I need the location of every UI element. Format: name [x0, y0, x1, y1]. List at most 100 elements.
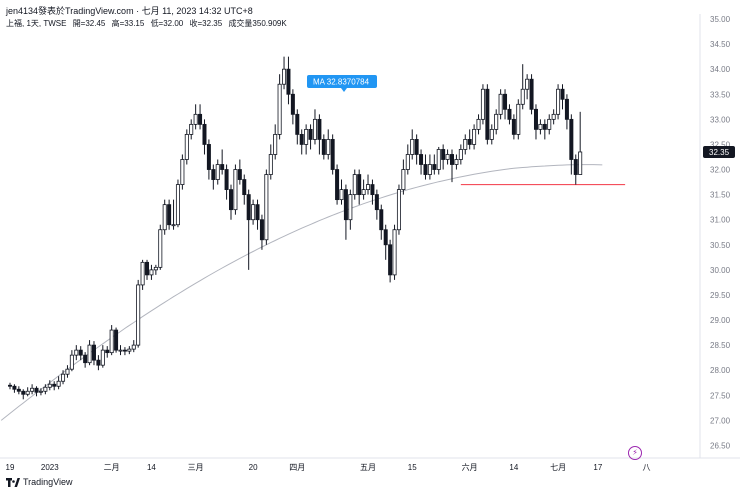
candle-body	[304, 128, 309, 145]
candle-body	[65, 368, 70, 375]
ma-tooltip-label: MA 32.8370784	[313, 78, 370, 87]
candle-body	[211, 169, 216, 180]
ma-tooltip-pointer	[341, 88, 347, 92]
price-tick-label: 35.00	[710, 15, 731, 24]
price-tick-label: 33.00	[710, 115, 731, 124]
candle-body	[551, 113, 556, 120]
time-tick-label: 14	[509, 463, 518, 472]
moving-average-line	[0, 164, 603, 421]
price-tick-label: 27.00	[710, 416, 731, 425]
candle-body	[560, 88, 565, 100]
candle-body	[569, 118, 574, 160]
ma-tooltip	[307, 75, 377, 88]
candle-body	[105, 349, 110, 354]
candle-body	[78, 349, 83, 356]
high-value: 高=33.15	[111, 19, 145, 28]
candle-body	[392, 229, 397, 276]
chart-caption: jen4134發表於TradingView.com · 七月 11, 2023 …	[6, 6, 253, 16]
candle-body	[180, 159, 185, 185]
candle-body	[167, 204, 172, 226]
price-tick-label: 28.00	[710, 366, 731, 375]
candle-body	[277, 83, 282, 135]
time-tick-label: 五月	[360, 463, 376, 472]
candle-body	[12, 385, 17, 390]
alert-icon[interactable]: ⚡	[628, 446, 642, 460]
candle-body	[317, 118, 322, 140]
candle-body	[388, 244, 393, 276]
candle-body	[162, 204, 167, 231]
price-tick-label: 31.00	[710, 216, 731, 225]
candle-body	[312, 118, 317, 140]
price-tick-label: 29.00	[710, 316, 731, 325]
candle-body	[61, 373, 66, 382]
open-value: 開=32.45	[72, 19, 106, 28]
time-tick-label: 二月	[104, 463, 120, 472]
candle-body	[489, 128, 494, 140]
candle-body	[467, 139, 472, 145]
time-tick-label: 2023	[41, 463, 59, 472]
time-tick-label: 八	[642, 463, 650, 472]
candle-body	[286, 68, 291, 95]
time-tick-label: 20	[249, 463, 258, 472]
price-tick-label: 31.50	[710, 191, 731, 200]
candle-body	[573, 159, 578, 175]
candle-body	[357, 174, 362, 196]
price-tick-label: 32.50	[710, 140, 731, 149]
candle-body	[299, 134, 304, 145]
candle-body	[352, 174, 357, 196]
candle-body	[472, 128, 477, 145]
candle-body	[52, 383, 57, 387]
candle-body	[38, 390, 43, 393]
candle-body	[206, 144, 211, 170]
candle-body	[405, 154, 410, 170]
tradingview-footer: TradingView	[6, 477, 73, 487]
candle-body	[171, 224, 176, 227]
candle-body	[282, 68, 287, 85]
candle-body	[401, 169, 406, 190]
candle-body	[366, 184, 371, 190]
candle-body	[308, 128, 313, 140]
candle-body	[140, 261, 145, 286]
candle-body	[83, 354, 88, 364]
candle-body	[463, 139, 468, 150]
candle-body	[295, 113, 300, 135]
candle-body	[47, 383, 52, 388]
candle-body	[379, 209, 384, 231]
candle-body	[374, 194, 379, 211]
time-tick-label: 六月	[462, 462, 478, 472]
candle-body	[21, 390, 26, 395]
candle-body	[237, 169, 242, 180]
candle-body	[198, 113, 203, 125]
candle-body	[480, 88, 485, 120]
candle-body	[91, 344, 96, 361]
symbol-label[interactable]: 上福, 1天, TWSE	[6, 19, 67, 28]
price-tick-label: 28.50	[710, 341, 731, 350]
candle-body	[114, 329, 119, 351]
candle-body	[476, 118, 481, 130]
candle-body	[343, 189, 348, 221]
candle-body	[96, 359, 101, 366]
candle-body	[441, 149, 446, 160]
price-tick-label: 26.50	[710, 441, 731, 450]
candle-body	[321, 139, 326, 155]
candle-body	[153, 266, 158, 271]
candle-body	[335, 169, 340, 201]
candle-body	[542, 123, 547, 130]
candle-body	[326, 139, 331, 155]
candle-body	[410, 139, 415, 155]
candle-body	[485, 88, 490, 140]
candle-body	[16, 388, 21, 392]
price-tick-label: 33.50	[710, 90, 731, 99]
candle-body	[131, 344, 136, 350]
candle-body	[87, 344, 92, 364]
candle-body	[503, 93, 508, 110]
candle-body	[251, 204, 256, 221]
candle-body	[74, 349, 79, 356]
candle-body	[538, 123, 543, 130]
candle-body	[242, 179, 247, 196]
candle-body	[233, 169, 238, 211]
candle-body	[494, 113, 499, 130]
candle-body	[127, 348, 132, 352]
candle-body	[348, 194, 353, 221]
